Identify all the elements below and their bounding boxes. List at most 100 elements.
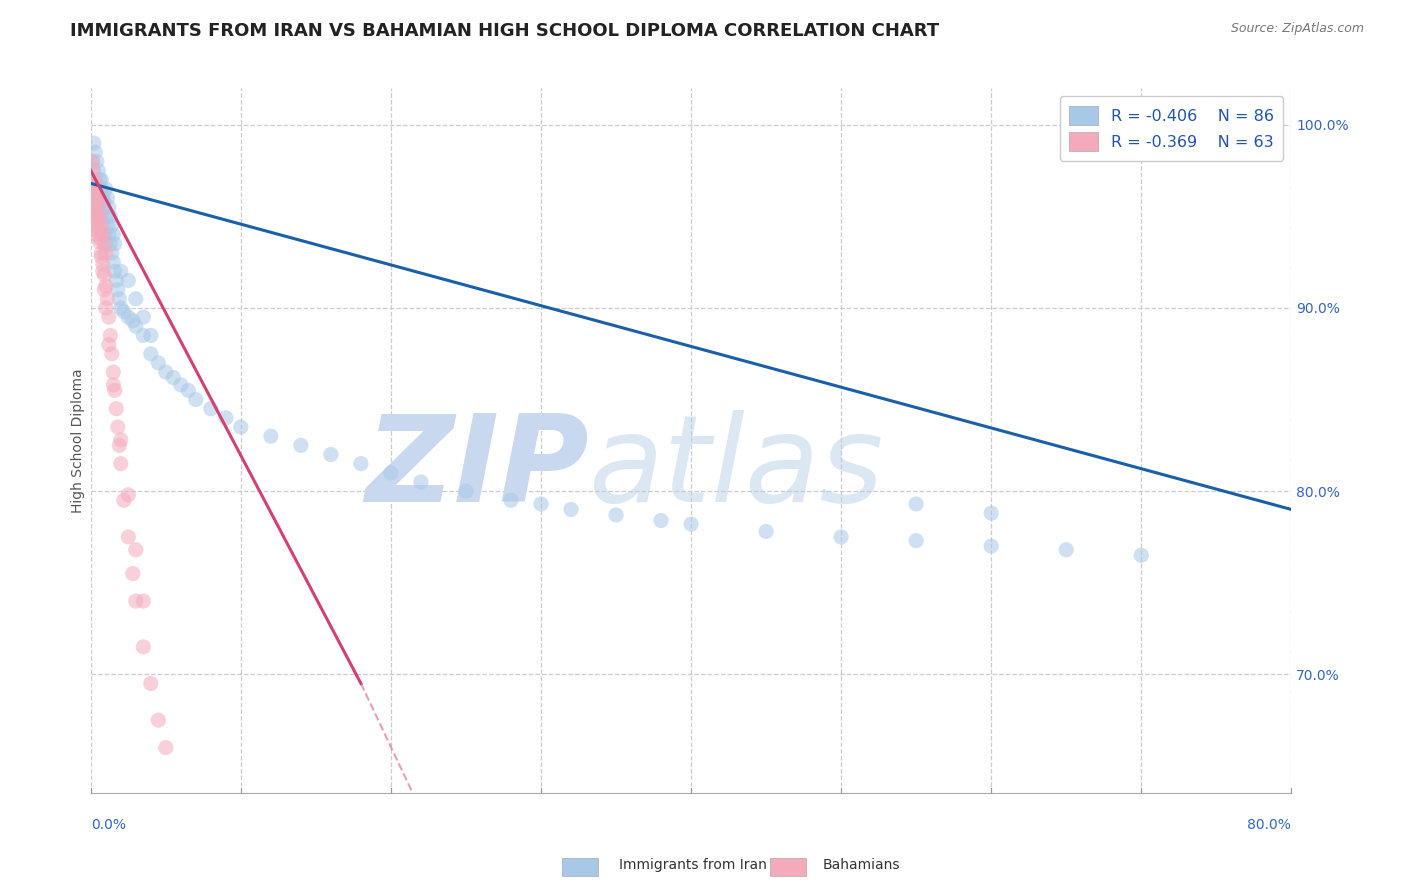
- Point: [229, 420, 252, 434]
- Point: [98, 236, 121, 251]
- Point: [108, 438, 131, 452]
- Point: [90, 210, 112, 224]
- Point: [89, 235, 111, 249]
- Point: [103, 365, 125, 379]
- Point: [83, 136, 105, 150]
- Point: [170, 378, 193, 392]
- Point: [86, 154, 108, 169]
- Text: atlas: atlas: [589, 410, 884, 527]
- Point: [89, 224, 111, 238]
- Point: [107, 420, 129, 434]
- Point: [87, 191, 110, 205]
- Point: [162, 370, 184, 384]
- Point: [87, 210, 110, 224]
- Point: [104, 384, 127, 398]
- Point: [1054, 542, 1077, 557]
- Point: [91, 191, 114, 205]
- Point: [110, 264, 132, 278]
- Point: [103, 378, 125, 392]
- Point: [132, 594, 155, 608]
- Point: [117, 310, 139, 325]
- Point: [94, 279, 117, 293]
- Point: [84, 213, 107, 227]
- Point: [104, 236, 127, 251]
- Point: [89, 200, 111, 214]
- Point: [91, 187, 114, 202]
- Point: [290, 438, 312, 452]
- Point: [97, 337, 120, 351]
- Point: [139, 328, 162, 343]
- Point: [132, 310, 155, 325]
- Point: [89, 191, 111, 205]
- Point: [82, 154, 104, 169]
- Point: [112, 493, 135, 508]
- Point: [125, 594, 148, 608]
- Point: [90, 219, 112, 233]
- Point: [117, 273, 139, 287]
- Point: [86, 227, 108, 242]
- Point: [110, 457, 132, 471]
- Point: [94, 182, 117, 196]
- Point: [117, 488, 139, 502]
- Point: [105, 401, 128, 416]
- Point: [148, 356, 170, 370]
- Point: [107, 283, 129, 297]
- Point: [125, 319, 148, 334]
- Point: [93, 194, 115, 209]
- Point: [86, 213, 108, 227]
- Point: [1130, 548, 1153, 562]
- Point: [121, 566, 143, 581]
- Text: Source: ZipAtlas.com: Source: ZipAtlas.com: [1230, 22, 1364, 36]
- Point: [89, 210, 111, 224]
- Point: [980, 506, 1002, 520]
- Point: [94, 301, 117, 315]
- Point: [177, 384, 200, 398]
- Point: [83, 200, 105, 214]
- Point: [94, 236, 117, 251]
- Point: [101, 219, 124, 233]
- Point: [650, 513, 672, 527]
- Point: [82, 182, 104, 196]
- Point: [125, 292, 148, 306]
- Point: [101, 347, 124, 361]
- Point: [98, 328, 121, 343]
- Point: [215, 410, 238, 425]
- Point: [86, 200, 108, 214]
- Point: [96, 219, 118, 233]
- Point: [98, 210, 121, 224]
- Point: [89, 231, 111, 245]
- Point: [93, 227, 115, 242]
- Point: [90, 250, 112, 264]
- Point: [87, 163, 110, 178]
- Point: [681, 517, 703, 532]
- Text: Bahamians: Bahamians: [823, 858, 900, 872]
- Point: [380, 466, 402, 480]
- Point: [84, 219, 107, 233]
- Point: [94, 246, 117, 260]
- Point: [96, 191, 118, 205]
- Point: [121, 314, 143, 328]
- Point: [90, 246, 112, 260]
- Point: [91, 227, 114, 242]
- Point: [91, 257, 114, 271]
- Point: [499, 493, 522, 508]
- Text: IMMIGRANTS FROM IRAN VS BAHAMIAN HIGH SCHOOL DIPLOMA CORRELATION CHART: IMMIGRANTS FROM IRAN VS BAHAMIAN HIGH SC…: [70, 22, 939, 40]
- Point: [94, 210, 117, 224]
- Point: [97, 310, 120, 325]
- Point: [93, 236, 115, 251]
- Point: [170, 796, 193, 810]
- Point: [103, 255, 125, 269]
- Point: [91, 219, 114, 233]
- Point: [215, 850, 238, 864]
- Point: [84, 187, 107, 202]
- Point: [84, 172, 107, 186]
- Point: [83, 163, 105, 178]
- Text: 80.0%: 80.0%: [1247, 818, 1291, 832]
- Legend: R = -0.406    N = 86, R = -0.369    N = 63: R = -0.406 N = 86, R = -0.369 N = 63: [1060, 96, 1284, 161]
- Point: [350, 457, 373, 471]
- Point: [200, 401, 222, 416]
- Point: [96, 292, 118, 306]
- Point: [84, 182, 107, 196]
- Point: [260, 429, 283, 443]
- Point: [530, 497, 553, 511]
